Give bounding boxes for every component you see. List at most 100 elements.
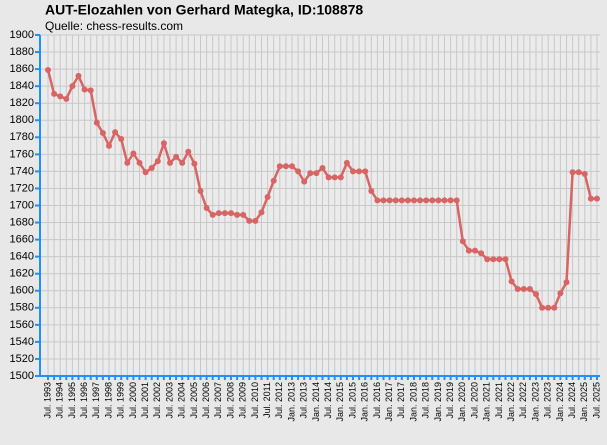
point (295, 168, 302, 175)
x-tick-label: Jul. 2002 (152, 382, 162, 419)
point (87, 87, 94, 94)
point (246, 217, 253, 224)
y-tick-label: 1540 (10, 336, 34, 348)
point (258, 209, 265, 216)
point (533, 291, 539, 298)
point (514, 286, 521, 293)
point (490, 256, 497, 263)
point (447, 197, 454, 204)
point (215, 210, 222, 217)
point (575, 169, 582, 176)
point (423, 197, 430, 204)
point (343, 159, 350, 166)
point (69, 83, 76, 90)
point (581, 170, 588, 177)
point (173, 153, 180, 160)
point (209, 211, 216, 218)
point (441, 197, 448, 204)
point (264, 193, 271, 200)
x-tick-label: Jul. 2013 (299, 382, 309, 419)
y-tick-label: 1820 (10, 97, 34, 109)
point (301, 178, 308, 185)
x-tick-label: Jul. 2003 (164, 382, 174, 419)
point (197, 188, 204, 195)
point (526, 286, 533, 293)
x-tick-label: Jul. 1997 (91, 382, 101, 419)
x-tick-label: Jul. 2000 (128, 382, 138, 419)
point (57, 93, 64, 100)
point (325, 174, 332, 181)
point (179, 159, 186, 166)
x-tick-label: Jul. 2025 (591, 382, 601, 419)
point (392, 197, 399, 204)
point (203, 205, 210, 212)
x-tick-label: Jul. 2023 (543, 382, 553, 419)
point (453, 197, 460, 204)
x-tick-label: Jul. 1999 (116, 382, 126, 419)
y-tick-label: 1880 (10, 46, 34, 58)
x-tick-label: Jul. 2024 (567, 382, 577, 419)
y-tick-label: 1660 (10, 234, 34, 246)
chart-title: AUT-Elozahlen von Gerhard Mategka, ID:10… (45, 2, 363, 18)
x-tick-label: Jan. 2023 (530, 382, 540, 422)
point (331, 174, 338, 181)
point (478, 250, 485, 257)
point (465, 247, 472, 254)
x-tick-label: Jan. 2015 (335, 382, 345, 422)
x-tick-label: Jul. 2022 (518, 382, 528, 419)
point (106, 142, 112, 149)
x-tick-label: Jan. 2013 (286, 382, 296, 422)
point (545, 304, 552, 311)
x-tick-label: Jul. 2021 (494, 382, 504, 419)
point (282, 163, 289, 170)
point (356, 168, 363, 175)
x-tick-label: Jan. 2016 (360, 382, 370, 422)
x-tick-label: Jul. 2017 (396, 382, 406, 419)
point (63, 95, 70, 102)
x-tick-label: Jan. 2018 (408, 382, 418, 422)
point (234, 211, 241, 218)
point (160, 140, 167, 147)
y-tick-label: 1680 (10, 216, 34, 228)
point (130, 150, 137, 157)
point (404, 197, 411, 204)
x-tick-label: Jan. 2019 (433, 382, 443, 422)
y-tick-label: 1780 (10, 131, 34, 143)
point (124, 159, 131, 166)
y-tick-label: 1620 (10, 268, 34, 280)
point (319, 164, 326, 171)
point (142, 169, 149, 176)
point (118, 136, 125, 143)
y-tick-label: 1840 (10, 80, 34, 92)
point (75, 72, 82, 79)
x-tick-label: Jan. 2022 (506, 382, 516, 422)
x-tick-label: Jan. 2020 (457, 382, 467, 422)
point (520, 286, 527, 293)
x-tick-label: Jan. 2014 (311, 382, 321, 422)
y-tick-label: 1640 (10, 251, 34, 263)
point (51, 90, 58, 97)
x-tick-label: Jul. 1994 (55, 382, 65, 419)
point (228, 210, 234, 217)
point (386, 197, 393, 204)
point (167, 159, 173, 166)
x-tick-label: Jul. 2020 (469, 382, 479, 419)
point (551, 304, 558, 311)
x-tick-label: Jul. 1995 (67, 382, 77, 419)
y-tick-label: 1580 (10, 302, 34, 314)
point (496, 256, 503, 263)
point (240, 211, 247, 218)
x-tick-label: Jul. 2018 (421, 382, 431, 419)
point (417, 197, 424, 204)
point (81, 86, 88, 93)
point (154, 158, 161, 165)
y-tick-label: 1800 (10, 114, 34, 126)
x-tick-label: Jan. 2025 (579, 382, 589, 422)
point (337, 174, 344, 181)
point (587, 195, 594, 202)
point (569, 169, 576, 176)
y-tick-label: 1720 (10, 182, 34, 194)
point (270, 177, 277, 184)
point (289, 163, 295, 170)
